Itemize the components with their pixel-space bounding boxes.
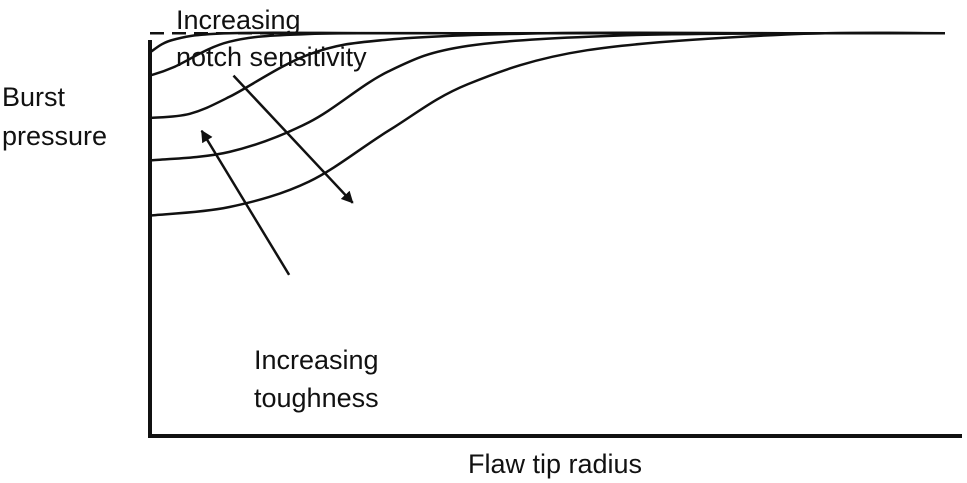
annotation-toughness-line-1: Increasing <box>254 345 379 375</box>
annotation-notch-line-2: notch sensitivity <box>176 42 367 72</box>
annotation-notch-line-1: Increasing <box>176 5 301 35</box>
y-axis-label-line-2: pressure <box>2 121 108 151</box>
toughness-arrow <box>200 129 291 276</box>
annotation-toughness-line-2: toughness <box>254 383 379 413</box>
x-axis-label: Flaw tip radius <box>467 449 643 479</box>
y-axis-label-line-1: Burst <box>2 82 66 112</box>
notch-sensitivity-arrow <box>232 74 354 204</box>
series-line-5 <box>149 31 946 217</box>
